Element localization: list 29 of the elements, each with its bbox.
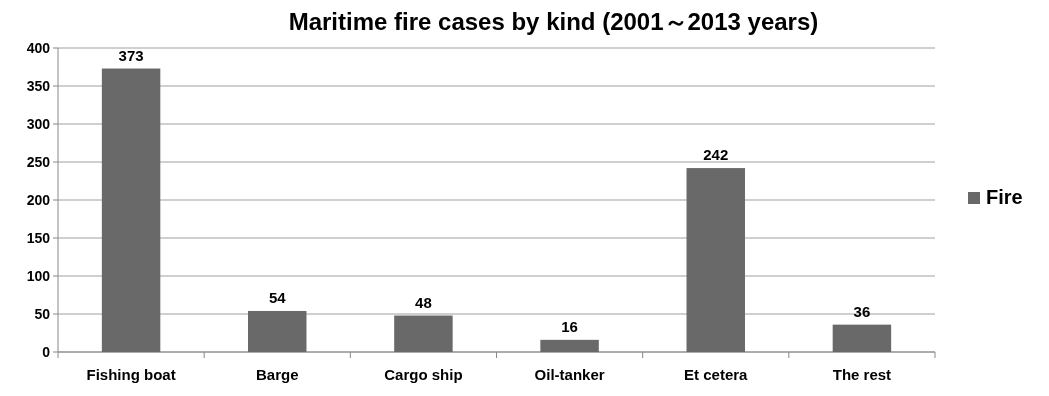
data-label: 242 [703, 146, 729, 164]
bar [832, 324, 892, 352]
bar [394, 315, 453, 352]
y-tick-label: 300 [26, 116, 51, 132]
bar [248, 310, 307, 352]
legend-label: Fire [986, 186, 1023, 208]
x-tick-label: Barge [255, 366, 299, 383]
bar [540, 339, 599, 352]
x-tick-label: Oil-tanker [534, 366, 605, 383]
y-tick-label: 50 [34, 306, 51, 322]
y-tick-label: 0 [42, 344, 51, 360]
chart-title: Maritime fire cases by kind (2001～2013 years) [288, 8, 819, 35]
y-tick-label: 350 [26, 78, 51, 94]
data-label: 54 [268, 288, 287, 306]
y-tick-label: 250 [26, 154, 51, 170]
data-label: 48 [415, 293, 432, 311]
bar [686, 168, 745, 352]
x-tick-label: Fishing boat [86, 366, 176, 383]
y-tick-label: 200 [26, 192, 51, 208]
data-label: 373 [118, 46, 144, 64]
x-tick-label: The rest [832, 366, 892, 383]
data-label: 36 [853, 302, 871, 320]
x-tick-label: Et cetera [684, 366, 749, 383]
y-tick-label: 100 [26, 268, 51, 284]
data-label: 16 [561, 317, 578, 335]
y-tick-label: 150 [26, 230, 51, 246]
y-tick-label: 400 [26, 40, 51, 56]
x-tick-label: Cargo ship [384, 366, 463, 383]
bar [101, 68, 161, 352]
